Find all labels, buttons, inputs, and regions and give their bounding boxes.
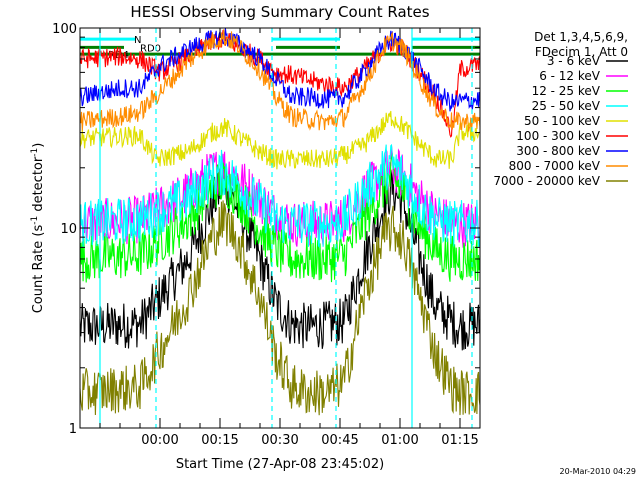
legend-entry-label: 25 - 50 keV (532, 99, 601, 113)
x-tick-label: 01:00 (381, 433, 418, 448)
flag-label: RD0 (140, 43, 161, 54)
series-line (79, 29, 481, 132)
x-tick-label: 00:15 (201, 433, 238, 448)
legend-entry-label: 7000 - 20000 keV (493, 174, 600, 188)
y-axis-label-exponent: -1 (30, 216, 40, 225)
series-line (79, 145, 481, 248)
series-line (79, 110, 481, 170)
series-line (79, 28, 481, 112)
legend-entry-label: 50 - 100 keV (524, 114, 601, 128)
x-axis-ticks: 00:00 00:15 00:30 00:45 01:00 01:15 (99, 28, 479, 448)
series-line (79, 200, 481, 416)
generation-date: 20-Mar-2010 04:29 (560, 467, 637, 476)
x-axis-label: Start Time (27-Apr-08 23:45:02) (176, 457, 384, 472)
legend-header-line: FDecim 1, Att 0 (535, 45, 628, 59)
legend-entry-label: 300 - 800 keV (516, 144, 600, 158)
x-tick-label: 00:00 (141, 433, 178, 448)
y-axis-label-main: Count Rate (s (31, 225, 46, 314)
series-line (79, 166, 481, 351)
legend-entry-label: 6 - 12 keV (539, 69, 601, 83)
vline-layer (99, 28, 473, 428)
y-axis-label-tail: detector (31, 156, 46, 216)
legend: Det 1,3,4,5,6,9, FDecim 1, Att 0 3 - 6 k… (493, 30, 628, 188)
series-line (79, 143, 481, 249)
y-axis-ticks: 1 10 100 (52, 22, 480, 437)
chart-title: HESSI Observing Summary Count Rates (130, 3, 429, 21)
legend-entry-label: 12 - 25 keV (532, 84, 601, 98)
legend-entry-label: 3 - 6 keV (547, 54, 601, 68)
legend-entry-label: 800 - 7000 keV (509, 159, 601, 173)
x-tick-label: 00:30 (261, 433, 298, 448)
y-axis-label: Count Rate (s-1 detector-1) (30, 143, 46, 314)
x-tick-label: 00:45 (321, 433, 358, 448)
legend-header-line: Det 1,3,4,5,6,9, (534, 30, 628, 44)
y-tick-label: 1 (69, 422, 77, 437)
y-axis-label-tail-exponent: -1 (30, 148, 40, 157)
y-axis-label-close: ) (31, 143, 46, 148)
flag-label: N (134, 35, 141, 46)
y-tick-label: 100 (52, 22, 77, 37)
y-tick-label: 10 (60, 222, 77, 237)
legend-entry-label: 100 - 300 keV (516, 129, 600, 143)
x-tick-label: 01:15 (441, 433, 478, 448)
series-layer (79, 28, 481, 416)
